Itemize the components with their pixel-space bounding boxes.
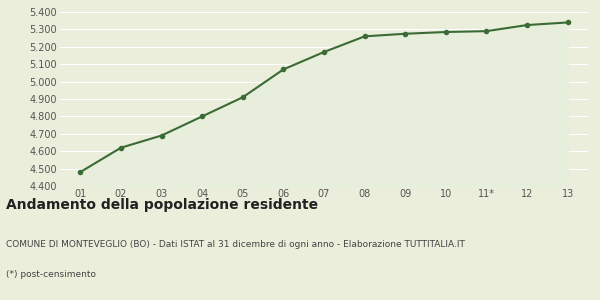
Point <box>116 145 126 150</box>
Point <box>278 67 288 72</box>
Point <box>400 31 410 36</box>
Text: (*) post-censimento: (*) post-censimento <box>6 270 96 279</box>
Point <box>482 29 491 34</box>
Point <box>238 95 248 100</box>
Point <box>522 22 532 27</box>
Text: COMUNE DI MONTEVEGLIO (BO) - Dati ISTAT al 31 dicembre di ogni anno - Elaborazio: COMUNE DI MONTEVEGLIO (BO) - Dati ISTAT … <box>6 240 465 249</box>
Point <box>197 114 207 119</box>
Point <box>563 20 572 25</box>
Point <box>76 170 85 175</box>
Point <box>441 30 451 34</box>
Point <box>360 34 370 39</box>
Point <box>157 133 166 138</box>
Point <box>319 50 329 54</box>
Text: Andamento della popolazione residente: Andamento della popolazione residente <box>6 198 318 212</box>
